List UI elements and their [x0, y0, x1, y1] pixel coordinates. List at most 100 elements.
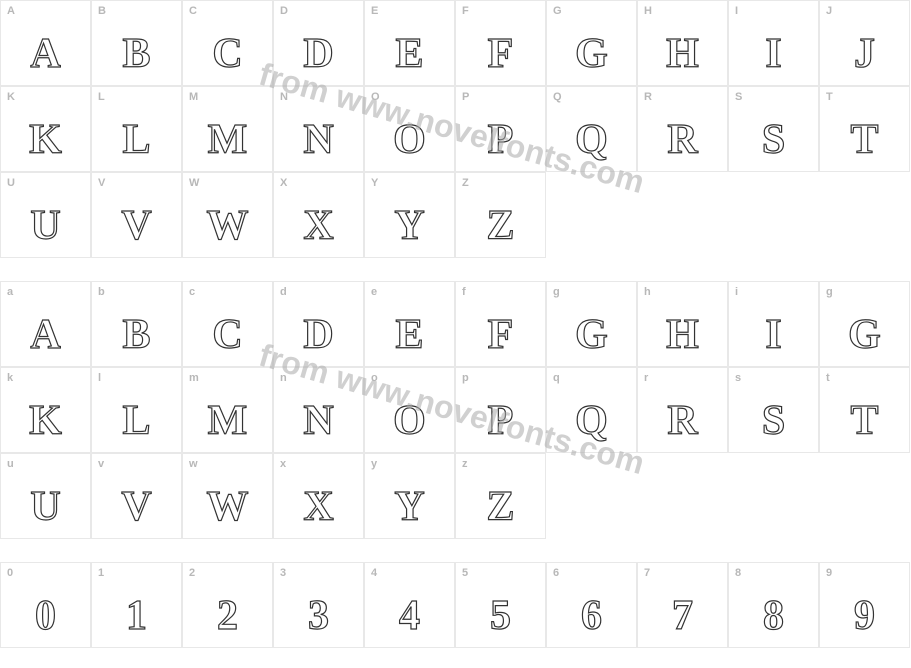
glyph-cell-glyph: S: [762, 119, 785, 161]
glyph-cell-glyph: 8: [763, 595, 784, 637]
glyph-cell-label: P: [462, 91, 469, 103]
glyph-cell-glyph: M: [208, 400, 248, 442]
glyph-cell: kK: [0, 367, 91, 453]
glyph-cell-label: M: [189, 91, 198, 103]
glyph-cell-label: S: [735, 91, 742, 103]
glyph-cell-glyph: I: [765, 314, 781, 356]
glyph-cell-glyph: N: [303, 119, 333, 161]
glyph-cell-label: y: [371, 458, 377, 470]
glyph-cell-label: G: [553, 5, 562, 17]
glyph-cell-label: U: [7, 177, 15, 189]
glyph-cell-label: L: [98, 91, 105, 103]
glyph-cell-label: N: [280, 91, 288, 103]
glyph-cell: sS: [728, 367, 819, 453]
glyph-cell: 11: [91, 562, 182, 648]
glyph-cell-label: i: [735, 286, 738, 298]
glyph-cell-glyph: Y: [394, 205, 424, 247]
glyph-cell: MM: [182, 86, 273, 172]
glyph-cell-label: o: [371, 372, 378, 384]
glyph-cell-label: K: [7, 91, 15, 103]
glyph-cell-label: t: [826, 372, 830, 384]
glyph-cell-glyph: Q: [575, 400, 608, 442]
glyph-cell: DD: [273, 0, 364, 86]
glyph-cell-glyph: G: [848, 314, 881, 356]
glyph-cell: BB: [91, 0, 182, 86]
glyph-cell-label: w: [189, 458, 198, 470]
glyph-cell-label: V: [98, 177, 105, 189]
glyph-cell-label: z: [462, 458, 468, 470]
glyph-cell-label: d: [280, 286, 287, 298]
glyph-cell: NN: [273, 86, 364, 172]
glyph-cell-glyph: W: [207, 486, 249, 528]
glyph-cell: LL: [91, 86, 182, 172]
glyph-cell: 44: [364, 562, 455, 648]
glyph-cell: JJ: [819, 0, 910, 86]
glyph-cell-label: 9: [826, 567, 832, 579]
glyph-cell-glyph: A: [30, 33, 60, 75]
glyph-cell-label: f: [462, 286, 466, 298]
glyph-cell: 88: [728, 562, 819, 648]
glyph-cell: 00: [0, 562, 91, 648]
glyph-cell-glyph: 0: [35, 595, 56, 637]
glyph-cell-label: I: [735, 5, 738, 17]
glyph-cell: 22: [182, 562, 273, 648]
glyph-cell: PP: [455, 86, 546, 172]
glyph-cell-glyph: L: [122, 119, 150, 161]
glyph-cell-label: 8: [735, 567, 741, 579]
glyph-cell: eE: [364, 281, 455, 367]
glyph-cell-label: R: [644, 91, 652, 103]
glyph-cell-glyph: 6: [581, 595, 602, 637]
glyph-cell-label: q: [553, 372, 560, 384]
glyph-cell: wW: [182, 453, 273, 539]
glyph-cell: gG: [819, 281, 910, 367]
glyph-cell-glyph: 3: [308, 595, 329, 637]
glyph-cell: OO: [364, 86, 455, 172]
glyph-cell-glyph: I: [765, 33, 781, 75]
glyph-cell-label: 7: [644, 567, 650, 579]
glyph-cell: cC: [182, 281, 273, 367]
glyph-cell-glyph: 4: [399, 595, 420, 637]
glyph-cell-label: p: [462, 372, 469, 384]
glyph-cell-glyph: T: [850, 400, 878, 442]
glyph-cell: bB: [91, 281, 182, 367]
glyph-cell-label: 6: [553, 567, 559, 579]
glyph-cell-label: a: [7, 286, 13, 298]
glyph-cell: KK: [0, 86, 91, 172]
glyph-cell: QQ: [546, 86, 637, 172]
glyph-cell: ZZ: [455, 172, 546, 258]
glyph-cell-glyph: J: [854, 33, 875, 75]
glyph-cell-label: x: [280, 458, 286, 470]
glyph-cell: II: [728, 0, 819, 86]
glyph-cell-label: s: [735, 372, 741, 384]
glyph-cell-glyph: S: [762, 400, 785, 442]
glyph-cell-glyph: F: [488, 33, 514, 75]
glyph-cell-glyph: 2: [217, 595, 238, 637]
glyph-cell-glyph: A: [30, 314, 60, 356]
glyph-cell-label: F: [462, 5, 469, 17]
glyph-cell-glyph: D: [303, 314, 333, 356]
glyph-cell-glyph: E: [395, 33, 423, 75]
glyph-cell: 33: [273, 562, 364, 648]
glyph-cell-label: B: [98, 5, 106, 17]
glyph-cell-glyph: D: [303, 33, 333, 75]
glyph-cell-label: 5: [462, 567, 468, 579]
glyph-cell: qQ: [546, 367, 637, 453]
glyph-cell: oO: [364, 367, 455, 453]
glyph-cell-label: g: [553, 286, 560, 298]
glyph-cell: nN: [273, 367, 364, 453]
glyph-cell: AA: [0, 0, 91, 86]
glyph-cell-glyph: 1: [126, 595, 147, 637]
glyph-cell-label: T: [826, 91, 833, 103]
glyph-cell-glyph: M: [208, 119, 248, 161]
glyph-cell-label: e: [371, 286, 377, 298]
glyph-cell: 99: [819, 562, 910, 648]
glyph-cell-label: h: [644, 286, 651, 298]
glyph-cell-glyph: X: [303, 486, 333, 528]
glyph-cell-label: n: [280, 372, 287, 384]
glyph-cell-glyph: C: [212, 314, 242, 356]
glyph-cell-glyph: Q: [575, 119, 608, 161]
glyph-cell-glyph: B: [122, 314, 150, 356]
glyph-cell-glyph: 7: [672, 595, 693, 637]
glyph-cell-label: W: [189, 177, 199, 189]
glyph-cell-glyph: Z: [486, 486, 514, 528]
